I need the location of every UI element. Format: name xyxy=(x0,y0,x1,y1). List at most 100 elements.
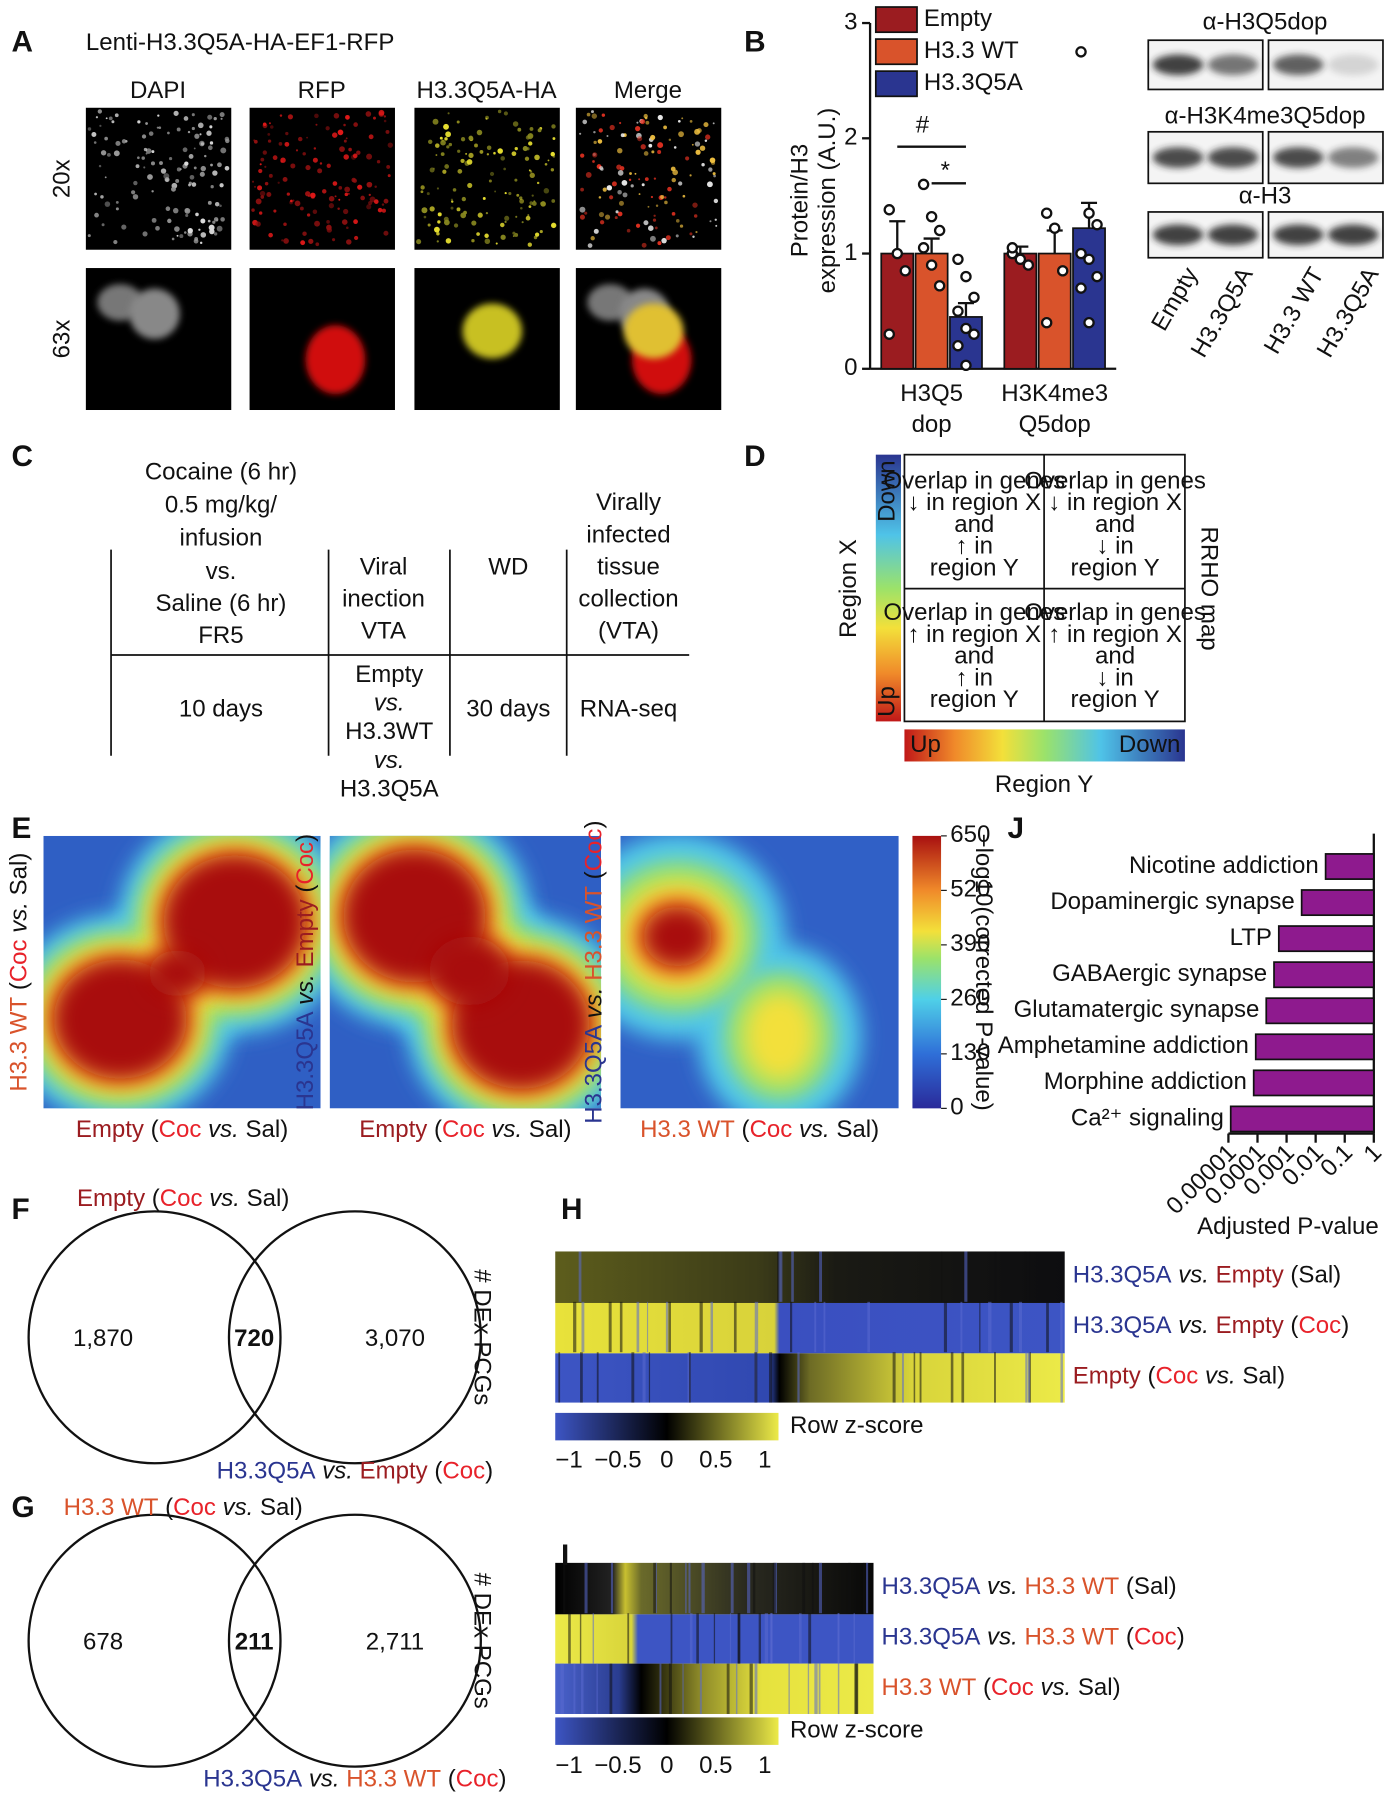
row-label-part: vs. xyxy=(1034,1674,1071,1701)
row-label-part: vs. xyxy=(980,1573,1017,1600)
stripe xyxy=(943,1301,948,1353)
x-tick-label-line: Q5dop xyxy=(1019,411,1091,438)
cell xyxy=(258,168,263,174)
cell xyxy=(668,138,672,142)
cell xyxy=(689,174,692,177)
cell xyxy=(428,139,433,144)
stripe xyxy=(818,1562,822,1614)
protocol-cell: H3.3WT xyxy=(345,718,433,745)
cell xyxy=(529,172,535,179)
panel-letter: E xyxy=(11,812,31,845)
stripe xyxy=(701,1562,705,1614)
cell xyxy=(315,123,318,126)
cell xyxy=(468,135,474,141)
cell xyxy=(504,215,510,221)
quadrant-text: ↓ in xyxy=(1096,664,1133,691)
venn-count: 3,070 xyxy=(365,1325,425,1352)
band xyxy=(1207,147,1259,168)
cell xyxy=(121,139,127,144)
quadrant-text: ↓ in region X xyxy=(1048,489,1182,516)
protocol-header: collection xyxy=(578,585,678,612)
row-label-part: ) xyxy=(1177,1624,1185,1651)
cell xyxy=(423,215,427,219)
protocol-text: Cocaine (6 hr) xyxy=(145,458,297,485)
x-axis-label: H3.3 WT (Coc vs. Sal) xyxy=(640,1117,879,1144)
venn-side: # DEx PCGs xyxy=(468,1269,495,1405)
blot-strip xyxy=(1267,39,1384,91)
cell xyxy=(484,233,489,239)
cell xyxy=(593,228,599,234)
x-axis-label-part: Empty xyxy=(76,1117,144,1144)
cell xyxy=(488,179,492,183)
stripe xyxy=(627,1613,630,1664)
cell xyxy=(220,147,227,154)
stripe xyxy=(778,1251,781,1302)
band xyxy=(1207,54,1259,76)
stripe xyxy=(814,1301,817,1353)
cell xyxy=(514,178,518,182)
y-tick-label: 3 xyxy=(844,8,857,35)
cell xyxy=(619,121,622,125)
cell xyxy=(264,165,267,168)
band xyxy=(1152,224,1204,246)
cell xyxy=(461,196,466,202)
y-axis-label: H3.3 WT (Coc vs. Sal) xyxy=(6,853,33,1092)
cell xyxy=(671,211,676,216)
cell xyxy=(614,216,618,220)
cell xyxy=(308,238,314,244)
stripe xyxy=(668,1301,671,1353)
cell xyxy=(334,195,337,198)
cell xyxy=(654,226,658,230)
protocol-header: Virally xyxy=(596,489,661,516)
panel-letter: B xyxy=(744,26,766,59)
cell xyxy=(204,154,207,158)
cell xyxy=(167,218,172,224)
y-axis-label-part: vs. xyxy=(292,974,319,1011)
data-point xyxy=(1056,265,1069,277)
cell xyxy=(427,223,431,227)
cell xyxy=(113,239,118,245)
stripe xyxy=(581,1663,584,1714)
stripe xyxy=(669,1562,672,1614)
legend-swatch xyxy=(874,38,918,66)
cell xyxy=(94,212,99,218)
cell xyxy=(522,146,528,152)
cell xyxy=(670,166,676,172)
bar xyxy=(1324,853,1375,880)
cell xyxy=(451,200,454,203)
cell xyxy=(692,202,698,208)
x-tick-label: H3K4me3 Q5dop xyxy=(1001,380,1108,438)
cell xyxy=(650,134,656,140)
cell xyxy=(444,164,450,169)
cell xyxy=(661,237,667,244)
cell xyxy=(693,214,698,218)
cell xyxy=(143,166,146,169)
bar xyxy=(1277,925,1375,953)
cell xyxy=(552,137,556,140)
cell xyxy=(651,150,655,154)
cell xyxy=(599,220,605,225)
cell xyxy=(199,140,205,147)
blot-strip xyxy=(1147,130,1264,185)
cell xyxy=(709,220,712,223)
cell xyxy=(197,122,204,129)
row-label-part: Empty xyxy=(1073,1363,1141,1390)
cell xyxy=(95,116,99,119)
row-label-part: (Sal) xyxy=(1284,1262,1341,1289)
stripe xyxy=(807,1663,810,1714)
cell xyxy=(155,225,160,231)
cell xyxy=(712,172,716,176)
micrograph xyxy=(414,268,560,411)
cell xyxy=(343,208,349,215)
x-axis-label-part: ( xyxy=(144,1117,159,1144)
cell xyxy=(671,177,676,183)
data-point xyxy=(960,359,972,372)
protocol-cell: H3.3Q5A xyxy=(340,775,439,802)
cell xyxy=(460,212,467,219)
cell xyxy=(133,180,138,186)
cell xyxy=(457,169,463,174)
cell xyxy=(476,129,483,136)
stripe xyxy=(609,1301,612,1353)
x-axis-label-part: Coc xyxy=(750,1117,793,1144)
cell xyxy=(158,126,162,130)
